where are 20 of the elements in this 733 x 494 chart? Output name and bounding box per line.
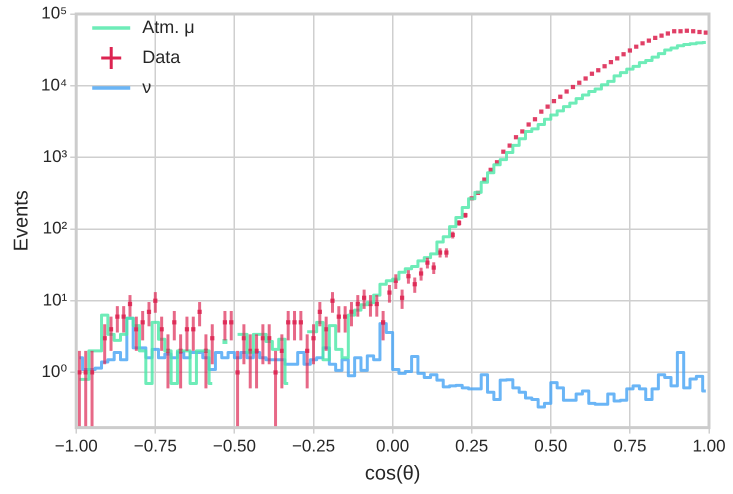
- legend-label: Data: [142, 46, 182, 67]
- x-tick-label: −0.75: [134, 436, 177, 456]
- y-tick-label: 10⁴: [40, 75, 68, 94]
- legend-label: Atm. μ: [142, 16, 195, 37]
- y-tick-label: 10¹: [42, 290, 68, 310]
- legend-label: ν: [142, 76, 152, 97]
- x-tick-label: −1.00: [54, 436, 98, 456]
- y-tick-label: 10⁵: [41, 4, 68, 23]
- y-tick-label: 10⁰: [41, 362, 68, 382]
- x-tick-label: 1.00: [692, 436, 726, 456]
- x-tick-label: 0.25: [455, 436, 488, 456]
- x-tick-label: −0.25: [292, 436, 336, 456]
- y-tick-label: 10³: [42, 147, 68, 166]
- y-axis-title: Events: [10, 190, 33, 252]
- y-tick-label: 10²: [42, 218, 68, 238]
- x-tick-label: 0.50: [534, 436, 568, 456]
- x-tick-label: −0.50: [212, 436, 256, 456]
- x-tick-label: 0.75: [613, 436, 646, 456]
- x-tick-label: 0.00: [376, 436, 410, 456]
- x-axis-title: cos(θ): [364, 462, 420, 485]
